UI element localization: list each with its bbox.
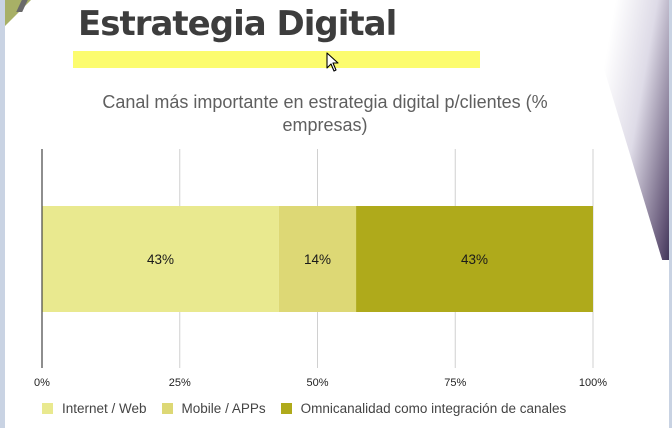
- legend-swatch: [42, 403, 53, 414]
- legend-item: Mobile / APPs: [161, 401, 266, 416]
- x-tick-label: 25%: [169, 377, 191, 389]
- bar-segment: [356, 206, 593, 312]
- window-edge: [669, 0, 672, 428]
- legend-swatch: [161, 403, 173, 414]
- x-tick-label: 100%: [579, 377, 607, 389]
- slide: Estrategia Digital Canal más importante …: [5, 0, 671, 428]
- title-highlight-bar: [73, 51, 480, 68]
- data-label: 43%: [147, 252, 174, 267]
- legend-label: Internet / Web: [62, 401, 147, 416]
- x-tick-label: 50%: [306, 377, 328, 389]
- stacked-bar-chart: 43% 14% 43% 0% 25% 50% 75% 100%: [34, 149, 607, 389]
- x-tick-label: 0%: [34, 377, 50, 389]
- legend-label: Omnicanalidad como integración de canale…: [300, 401, 567, 416]
- legend-label: Mobile / APPs: [181, 401, 266, 416]
- chart-legend: Internet / Web Mobile / APPs Omnicanalidad…: [42, 401, 581, 416]
- bar-segment: [278, 206, 357, 312]
- bar-segment: [42, 206, 279, 312]
- corner-decoration: [5, 0, 31, 26]
- slide-title: Estrategia Digital: [78, 4, 397, 44]
- data-label: 43%: [461, 252, 488, 267]
- legend-item: Internet / Web: [42, 401, 147, 416]
- x-tick-label: 75%: [444, 377, 466, 389]
- mouse-cursor-icon: [326, 52, 339, 72]
- legend-item: Omnicanalidad como integración de canale…: [280, 401, 567, 416]
- legend-swatch: [280, 403, 292, 414]
- data-label: 14%: [304, 252, 331, 267]
- chart-title: Canal más importante en estrategia digit…: [102, 92, 548, 135]
